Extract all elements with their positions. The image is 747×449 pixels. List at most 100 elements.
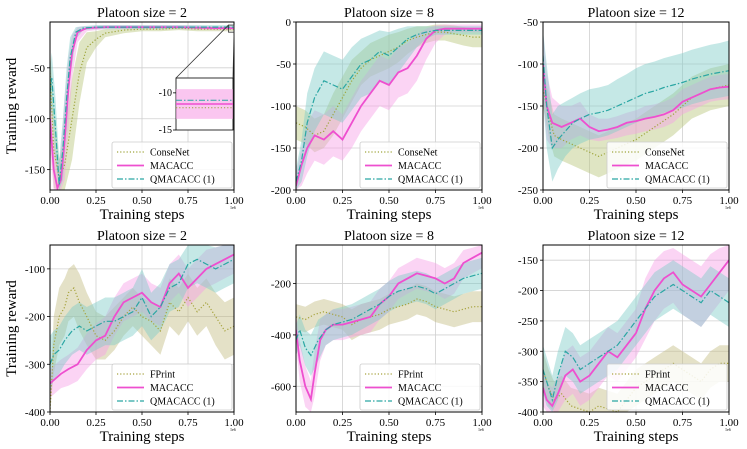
- chart-title: Platoon size = 8: [344, 229, 434, 244]
- y-tick-label: -100: [25, 264, 46, 276]
- zoom-connector: [175, 24, 229, 79]
- x-multiplier: 1e6: [230, 427, 236, 432]
- y-axis-label: Training reward: [4, 57, 20, 154]
- legend-label: ConseNet: [398, 148, 438, 159]
- x-axis-label: Training steps: [347, 207, 432, 223]
- zoom-source-box: [228, 24, 235, 33]
- y-tick-label: -150: [271, 143, 292, 155]
- legend: ConseNet MACACC QMACACC (1): [606, 141, 728, 189]
- y-tick-label: -350: [518, 377, 539, 389]
- x-tick-label: 0.00: [533, 417, 553, 429]
- legend-label: MACACC: [150, 161, 194, 172]
- chart-panel-6: 0.00 0.25 0.50 0.75 1.00 -400 -350 -300 -250 -200…: [518, 229, 739, 445]
- legend-box: [111, 363, 233, 411]
- legend-label: ConseNet: [150, 148, 190, 159]
- legend-label: QMACACC (1): [398, 175, 463, 186]
- legend-box: [606, 363, 728, 411]
- y-tick-label: -400: [271, 330, 292, 342]
- x-tick-label: 0.50: [132, 195, 152, 207]
- y-tick-label: -200: [271, 279, 292, 291]
- line-fprint: [50, 286, 234, 412]
- legend-label: MACACC: [398, 383, 442, 394]
- x-tick-label: 0.75: [178, 195, 198, 207]
- zoom-connector: [232, 32, 235, 79]
- band-qmacacc-1-: [296, 26, 482, 190]
- legend-label: QMACACC (1): [645, 397, 710, 408]
- y-tick-label: -250: [518, 316, 539, 328]
- x-tick-label: 0.50: [379, 195, 399, 207]
- x-tick-label: 1.00: [224, 417, 244, 429]
- chart-title: Platoon size = 12: [588, 229, 685, 244]
- y-tick-label: -150: [518, 101, 539, 113]
- x-tick-label: 0.00: [533, 195, 553, 207]
- legend-label: MACACC: [150, 383, 194, 394]
- chart-panel-4: 0.00 0.25 0.50 0.75 1.00 -400 -300 -200 -100 1e6 P…: [4, 229, 244, 445]
- chart-panel-1: 0.00 0.25 0.50 0.75 1.00 -150 -100 -50 1e6 Platoo…: [4, 6, 244, 223]
- chart-panel-5: 0.00 0.25 0.50 0.75 1.00 -600 -400 -200 1e6 Plato…: [271, 229, 492, 445]
- chart-panel-2: 0.00 0.25 0.50 0.75 1.00 -200 -150 -100 -50 0 1e6 P…: [271, 6, 492, 223]
- y-tick-label: -100: [271, 101, 292, 113]
- x-tick-label: 0.00: [40, 417, 60, 429]
- x-tick-label: 0.25: [333, 417, 353, 429]
- band-consenet: [50, 27, 234, 190]
- chart-title: Platoon size = 8: [344, 6, 434, 21]
- line-macacc: [543, 63, 729, 133]
- chart-title: Platoon size = 2: [97, 6, 187, 21]
- x-tick-label: 0.00: [40, 195, 60, 207]
- x-multiplier: 1e6: [725, 205, 731, 210]
- y-tick-label: -200: [271, 185, 292, 197]
- line-macacc: [296, 251, 482, 403]
- x-axis-label: Training steps: [594, 207, 679, 223]
- legend-label: MACACC: [645, 383, 689, 394]
- line-qmacacc-1-: [296, 29, 482, 182]
- y-tick-label: -50: [276, 59, 291, 71]
- y-tick-label: -50: [30, 63, 45, 75]
- legend: ConseNet MACACC QMACACC (1): [359, 141, 481, 189]
- legend-label: QMACACC (1): [645, 175, 710, 186]
- inset-zoom: -10 -15: [159, 24, 235, 136]
- x-axis-label: Training steps: [100, 207, 185, 223]
- x-tick-label: 0.25: [580, 195, 600, 207]
- x-tick-label: 1.00: [224, 195, 244, 207]
- x-tick-label: 1.00: [719, 417, 739, 429]
- legend: ConseNet MACACC QMACACC (1): [111, 141, 233, 189]
- line-qmacacc-1-: [543, 55, 729, 150]
- y-tick-label: -300: [25, 359, 46, 371]
- legend-label: MACACC: [398, 161, 442, 172]
- y-axis-label: Training reward: [4, 280, 20, 377]
- y-tick-label: -250: [518, 185, 539, 197]
- y-tick-label: -200: [518, 143, 539, 155]
- y-tick-label: -150: [25, 165, 46, 177]
- x-tick-label: 0.25: [86, 195, 106, 207]
- inset-y-tick-label: -10: [159, 88, 172, 99]
- x-tick-label: 0.50: [379, 417, 399, 429]
- band-macacc: [50, 245, 234, 398]
- y-tick-label: -600: [271, 381, 292, 393]
- x-tick-label: 0.25: [333, 195, 353, 207]
- x-axis-label: Training steps: [100, 429, 185, 445]
- y-tick-label: -100: [518, 59, 539, 71]
- line-consenet: [543, 84, 729, 158]
- x-tick-label: 0.00: [286, 195, 306, 207]
- band-qmacacc-1-: [296, 257, 482, 376]
- legend-label: QMACACC (1): [150, 397, 215, 408]
- y-tick-label: -150: [518, 255, 539, 267]
- x-tick-label: 0.50: [132, 417, 152, 429]
- line-macacc: [50, 253, 234, 385]
- line-macacc: [50, 26, 234, 190]
- band-macacc: [296, 245, 482, 412]
- x-multiplier: 1e6: [725, 427, 731, 432]
- inset-y-tick-label: -15: [159, 125, 172, 136]
- x-tick-label: 0.75: [178, 417, 198, 429]
- chart-title: Platoon size = 12: [588, 6, 685, 21]
- legend-label: ConseNet: [645, 148, 685, 159]
- y-tick-label: -400: [518, 407, 539, 419]
- band-qmacacc-1-: [50, 245, 234, 393]
- legend-label: QMACACC (1): [150, 175, 215, 186]
- x-tick-label: 1.00: [472, 417, 492, 429]
- legend-box: [111, 141, 233, 189]
- x-tick-label: 1.00: [719, 195, 739, 207]
- x-tick-label: 0.50: [626, 195, 646, 207]
- legend-box: [359, 363, 481, 411]
